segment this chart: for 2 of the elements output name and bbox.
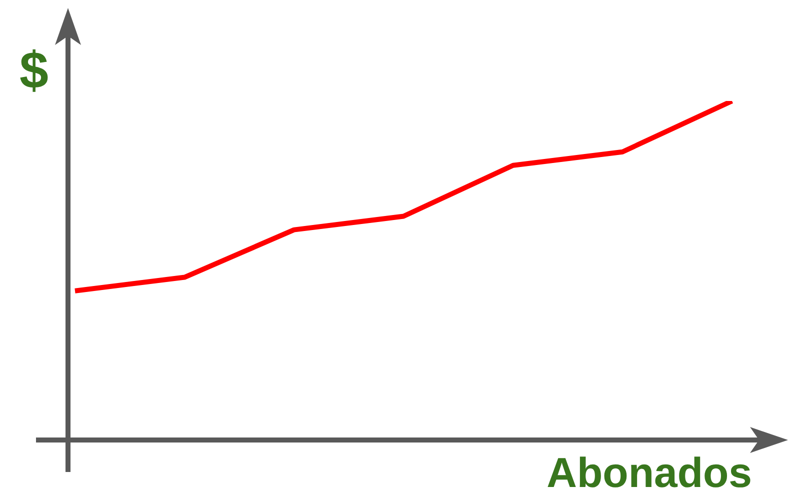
y-axis-title: $ (20, 42, 49, 100)
x-axis-title: Abonados (546, 449, 752, 491)
